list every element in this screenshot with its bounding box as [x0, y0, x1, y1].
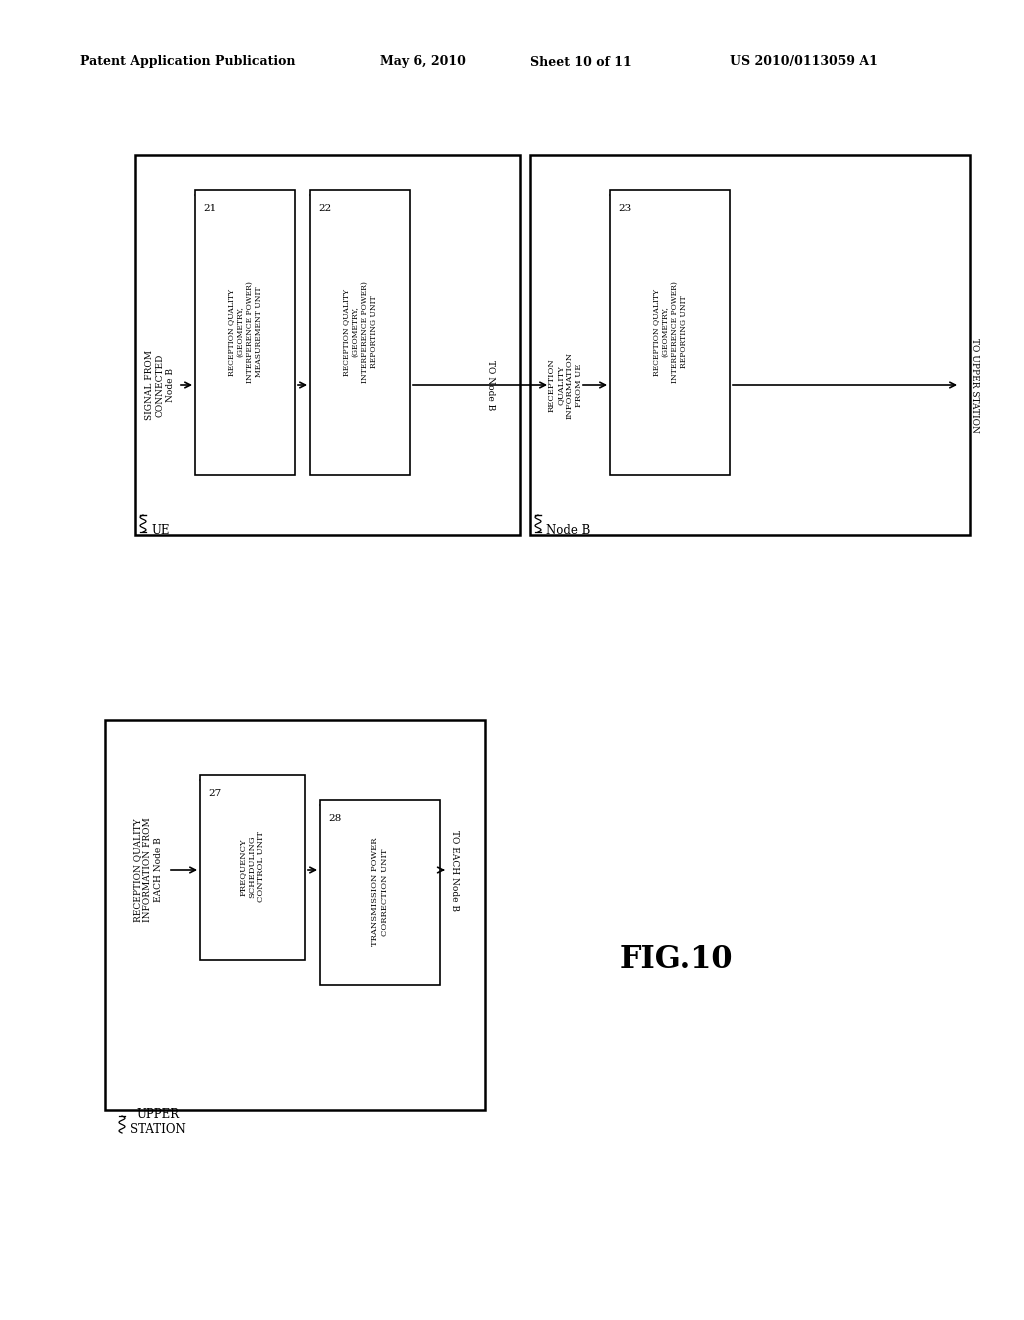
Bar	[319, 800, 440, 985]
Bar	[310, 190, 410, 475]
Text: TRANSMISSION POWER
CORRECTION UNIT: TRANSMISSION POWER CORRECTION UNIT	[372, 838, 388, 946]
Text: FIG.10: FIG.10	[620, 945, 733, 975]
Text: RECEPTION QUALITY
(GEOMETRY,
INTERFERENCE POWER)
MEASUREMENT UNIT: RECEPTION QUALITY (GEOMETRY, INTERFERENC…	[227, 281, 263, 383]
Text: 28: 28	[328, 814, 341, 822]
Bar	[195, 190, 295, 475]
Text: UE: UE	[151, 524, 170, 537]
Text: US 2010/0113059 A1: US 2010/0113059 A1	[730, 55, 878, 69]
Bar	[200, 775, 305, 960]
Text: Node B: Node B	[546, 524, 591, 537]
Bar	[105, 719, 485, 1110]
Text: Patent Application Publication: Patent Application Publication	[80, 55, 296, 69]
Text: TO Node B: TO Node B	[485, 360, 495, 411]
Text: Sheet 10 of 11: Sheet 10 of 11	[530, 55, 632, 69]
Text: RECEPTION QUALITY
(GEOMETRY,
INTERFERENCE POWER)
REPORTING UNIT: RECEPTION QUALITY (GEOMETRY, INTERFERENC…	[652, 281, 688, 383]
Text: RECEPTION
QUALITY
INFORMATION
FROM UE: RECEPTION QUALITY INFORMATION FROM UE	[547, 351, 583, 418]
Text: TO EACH Node B: TO EACH Node B	[451, 829, 460, 911]
Text: May 6, 2010: May 6, 2010	[380, 55, 466, 69]
Text: RECEPTION QUALITY
INFORMATION FROM
EACH Node B: RECEPTION QUALITY INFORMATION FROM EACH …	[133, 817, 163, 923]
Bar	[610, 190, 730, 475]
Text: 23: 23	[618, 205, 631, 213]
Text: TO UPPER STATION: TO UPPER STATION	[971, 338, 980, 433]
Bar	[530, 154, 970, 535]
Text: 27: 27	[208, 789, 221, 799]
Text: RECEPTION QUALITY
(GEOMETRY,
INTERFERENCE POWER)
REPORTING UNIT: RECEPTION QUALITY (GEOMETRY, INTERFERENC…	[342, 281, 378, 383]
Bar	[135, 154, 520, 535]
Text: UPPER
STATION: UPPER STATION	[130, 1107, 185, 1137]
Text: 21: 21	[203, 205, 216, 213]
Text: 22: 22	[318, 205, 331, 213]
Text: FREQUENCY
SCHEDULING
CONTROL UNIT: FREQUENCY SCHEDULING CONTROL UNIT	[239, 832, 265, 903]
Text: SIGNAL FROM
CONNECTED
Node B: SIGNAL FROM CONNECTED Node B	[145, 350, 175, 420]
